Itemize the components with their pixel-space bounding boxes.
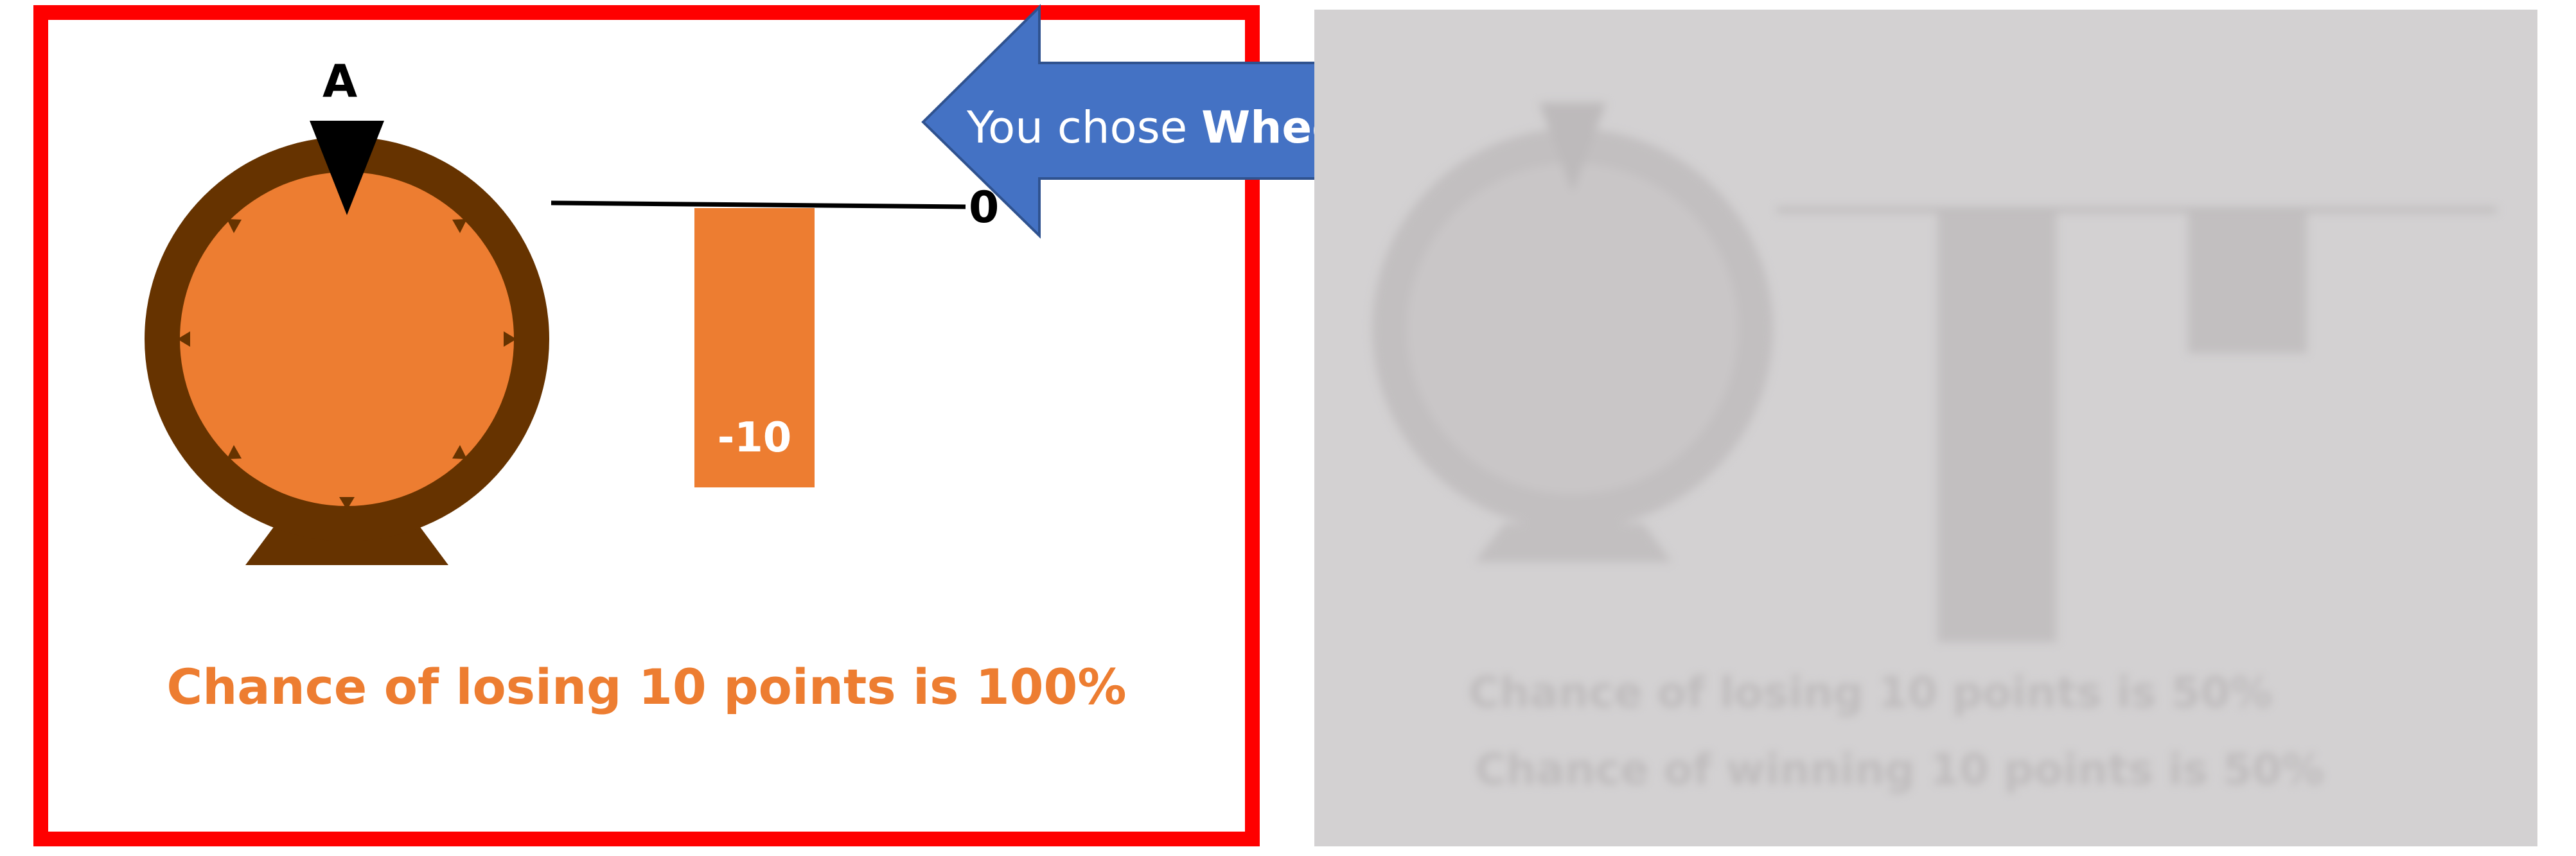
choice-prefix: You chose (967, 102, 1188, 153)
zero-label: 0 (969, 182, 1000, 233)
chance-text: Chance of losing 10 points is 100% (166, 658, 1127, 715)
outcome-bar (694, 208, 815, 487)
choice-callout-text: You chose Wheel A (967, 103, 1407, 153)
wheel-stand (245, 525, 448, 565)
outcome-bar-value: -10 (717, 414, 792, 462)
wheel-pointer (310, 121, 384, 215)
wheel-label: A (322, 55, 358, 108)
zero-baseline (551, 200, 966, 209)
blurred-chance-line-2: Chance of winning 10 points is 50% (1475, 745, 2324, 794)
blurred-chance-line-1: Chance of losing 10 points is 50% (1469, 668, 2273, 717)
unselected-option-panel: Chance of losing 10 points is 50% Chance… (1314, 10, 2537, 846)
wheel-face (180, 172, 514, 506)
wheel-b-icon (1372, 103, 2496, 642)
